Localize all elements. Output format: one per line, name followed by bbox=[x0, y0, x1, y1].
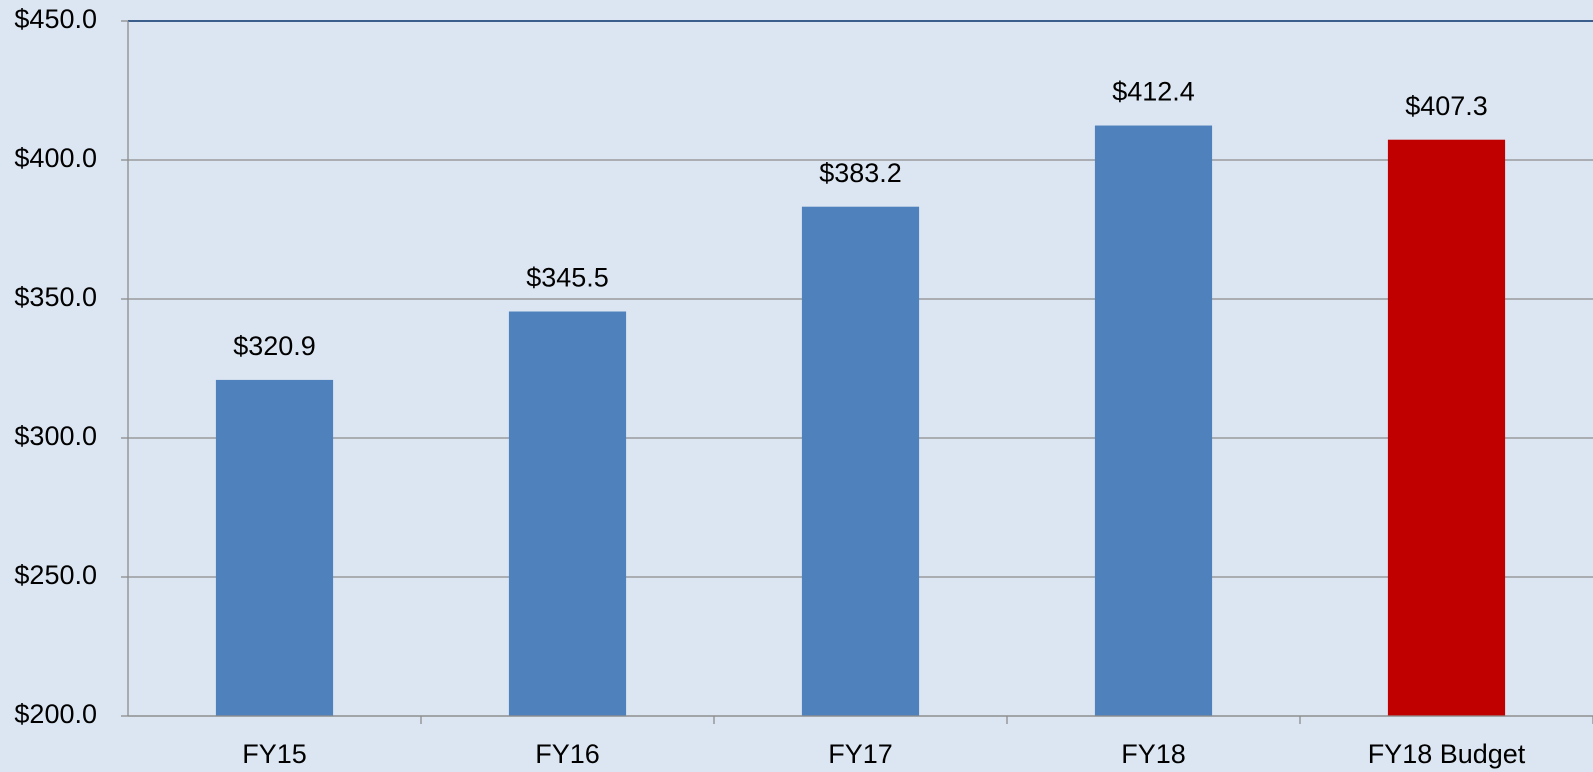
bar bbox=[215, 379, 334, 716]
y-tick-label: $400.0 bbox=[14, 143, 97, 173]
bar bbox=[801, 206, 920, 717]
y-tick-label: $350.0 bbox=[14, 282, 97, 312]
x-tick-label: FY18 bbox=[1121, 739, 1186, 769]
y-tick-label: $250.0 bbox=[14, 560, 97, 590]
value-label: $320.9 bbox=[233, 331, 316, 361]
y-tick-label: $200.0 bbox=[14, 699, 97, 729]
y-tick-label: $300.0 bbox=[14, 421, 97, 451]
x-tick-label: FY16 bbox=[535, 739, 600, 769]
value-label: $383.2 bbox=[819, 158, 902, 188]
bar bbox=[508, 311, 627, 716]
bar bbox=[1094, 125, 1213, 716]
x-tick-label: FY17 bbox=[828, 739, 893, 769]
value-label: $407.3 bbox=[1405, 91, 1488, 121]
bar bbox=[1387, 139, 1506, 716]
value-label: $345.5 bbox=[526, 263, 609, 293]
value-label: $412.4 bbox=[1112, 77, 1195, 107]
y-tick-label: $450.0 bbox=[14, 4, 97, 34]
x-tick-label: FY15 bbox=[242, 739, 307, 769]
x-tick-label: FY18 Budget bbox=[1368, 739, 1526, 769]
